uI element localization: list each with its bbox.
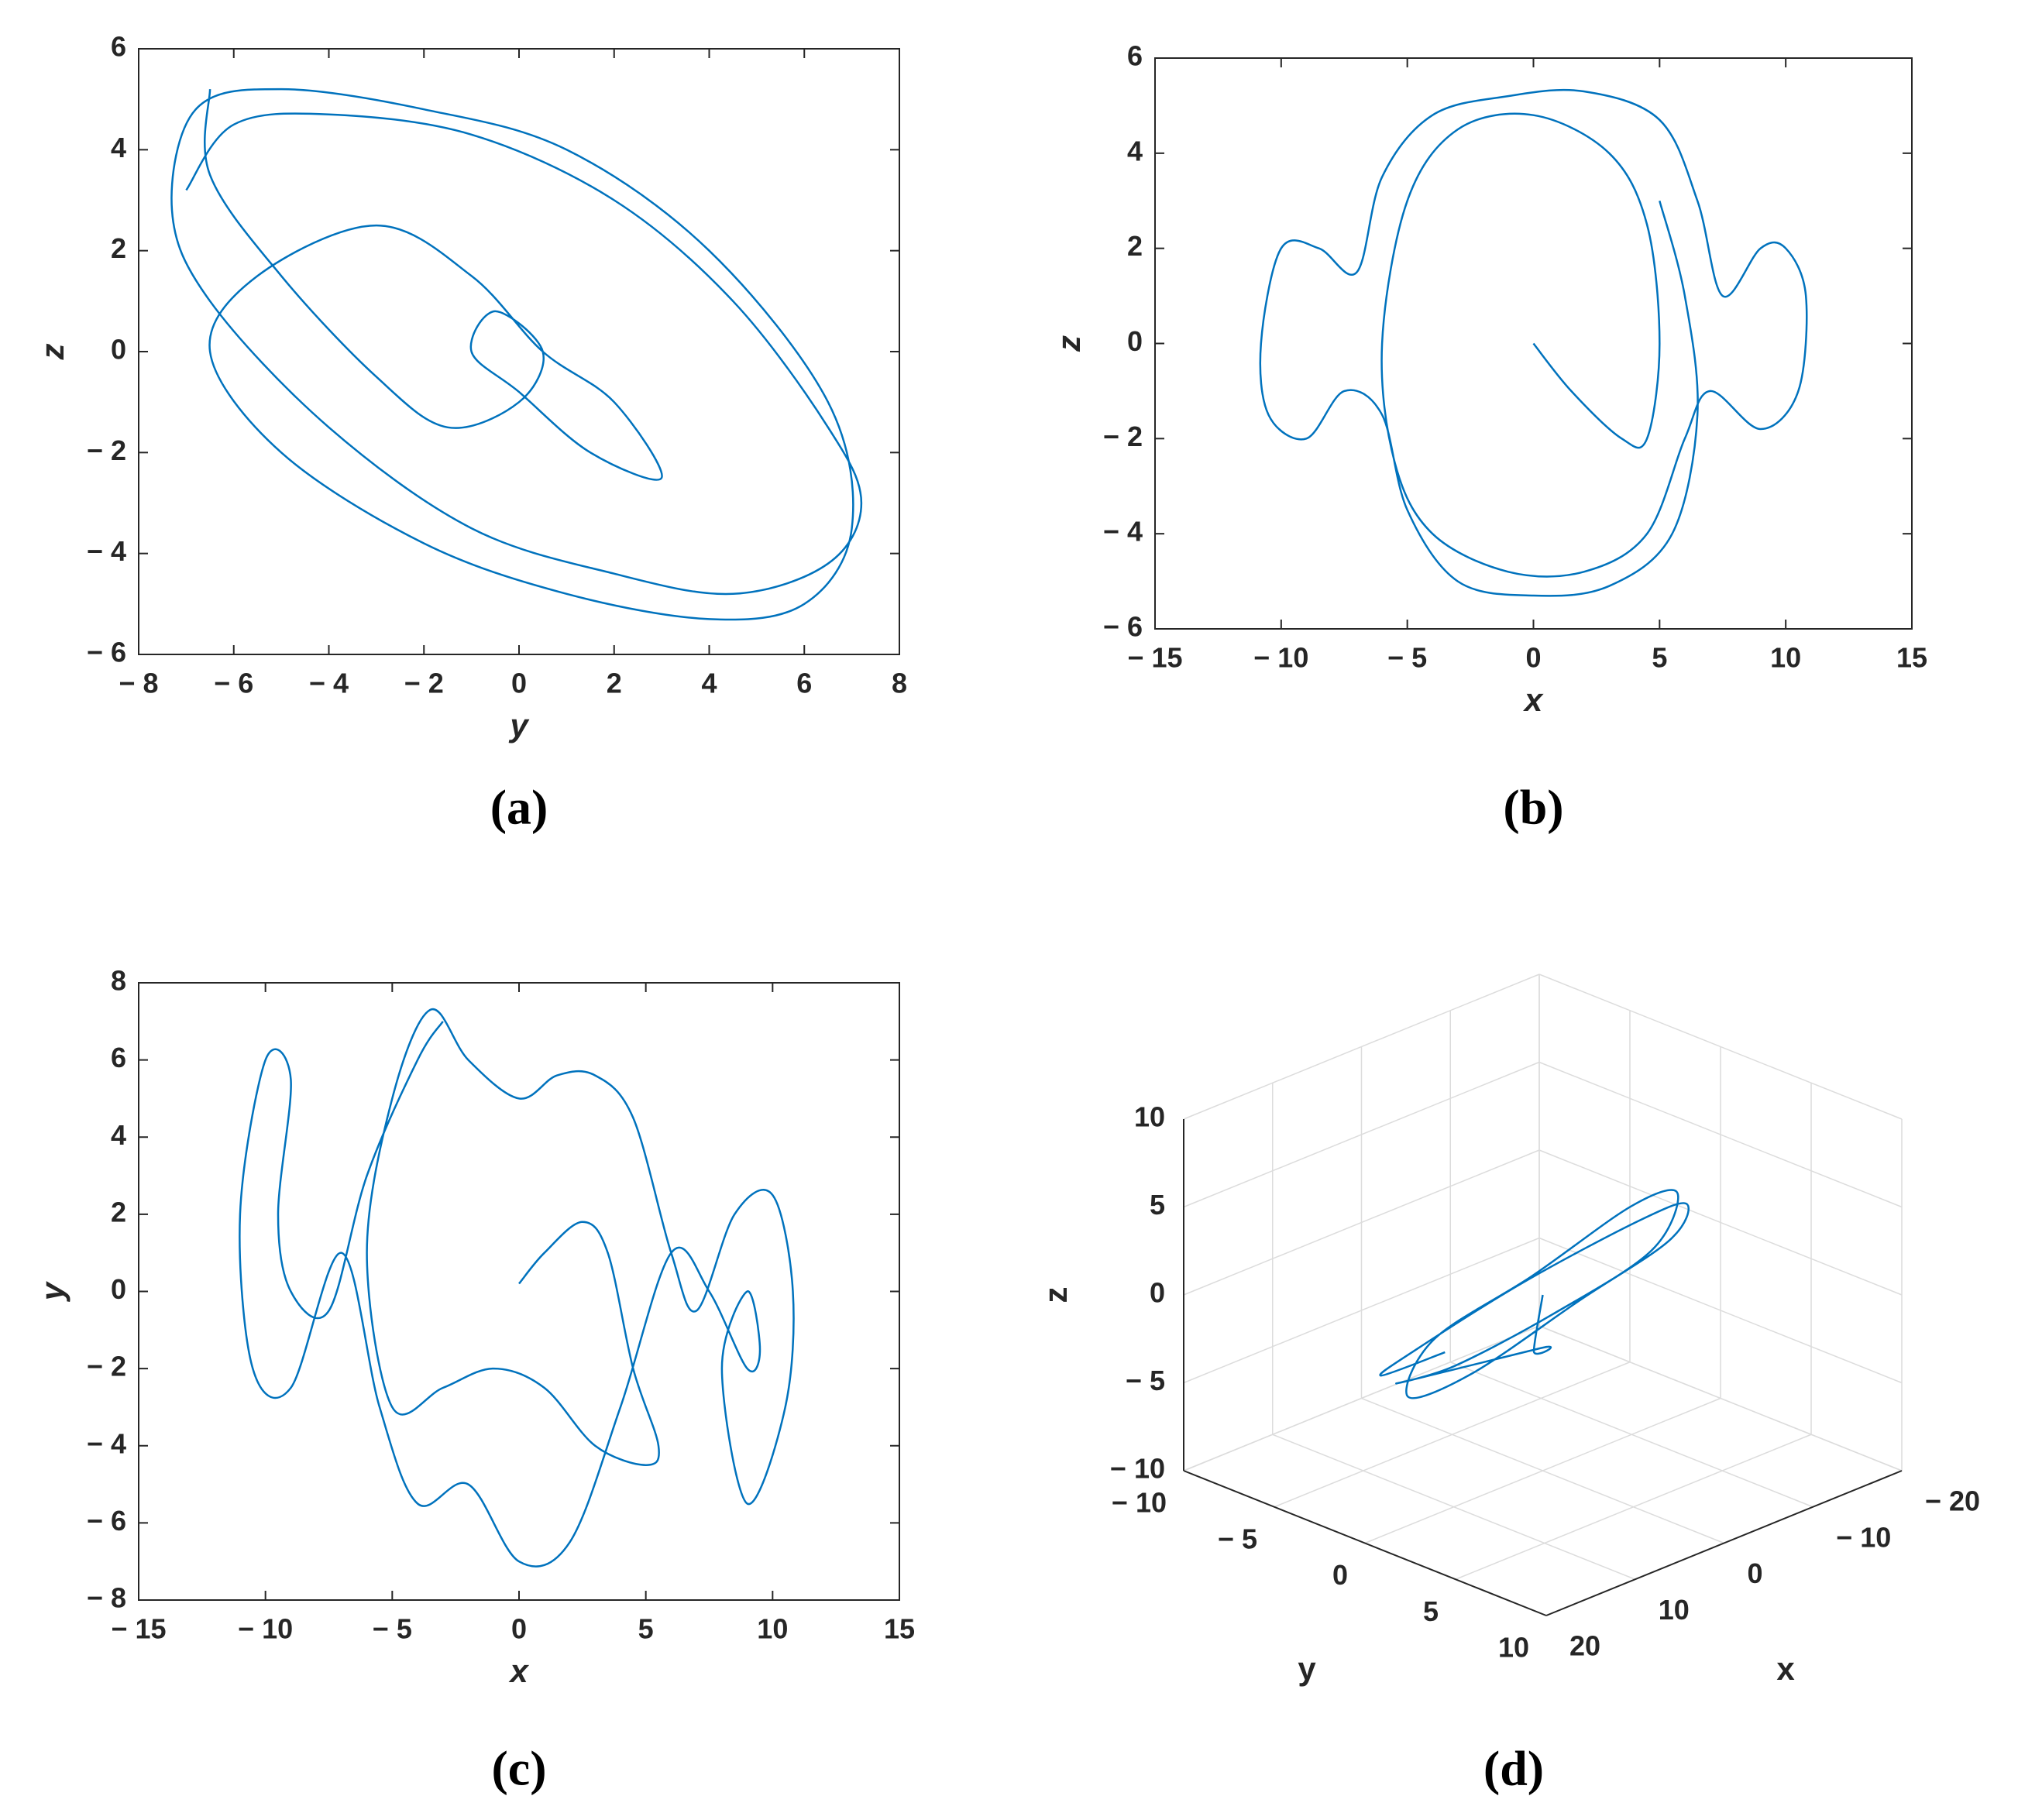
grid-line bbox=[1538, 1061, 1903, 1208]
x-tick-label: 6 bbox=[796, 668, 812, 699]
grid-line bbox=[1538, 974, 1903, 1120]
y-tick-label: − 6 bbox=[87, 1505, 126, 1537]
z-tick-label: 0 bbox=[1150, 1277, 1165, 1309]
trajectory bbox=[239, 1008, 795, 1568]
y-tick-label: 0 bbox=[1127, 325, 1143, 357]
x-tick-label: − 5 bbox=[1387, 642, 1427, 674]
y-tick-label: 6 bbox=[111, 1042, 126, 1073]
x-tick-label: 4 bbox=[701, 668, 717, 699]
x-tick-label: − 4 bbox=[309, 668, 349, 699]
y-tick-label: 6 bbox=[1127, 40, 1143, 72]
z-tick-label: − 10 bbox=[1110, 1453, 1165, 1485]
x-tick-label: − 15 bbox=[111, 1613, 166, 1645]
x-tick-label: − 10 bbox=[238, 1613, 293, 1645]
y-tick-label: 8 bbox=[111, 965, 126, 997]
grid-line bbox=[1364, 1397, 1721, 1544]
x-tick-label: − 8 bbox=[119, 668, 158, 699]
x-axis-label: x bbox=[508, 1653, 529, 1689]
x-tick-label: 10 bbox=[1770, 642, 1801, 674]
trajectory bbox=[1259, 88, 1808, 597]
caption: (a) bbox=[490, 780, 548, 835]
axis-line bbox=[1183, 1470, 1547, 1616]
y-axis-label: y bbox=[34, 1280, 70, 1302]
x-axis-label: x bbox=[1523, 682, 1544, 718]
y-axis-label: z bbox=[34, 344, 70, 361]
grid-line bbox=[1538, 1149, 1903, 1296]
y-tick-label: − 2 bbox=[87, 1351, 126, 1382]
x-tick-label: − 2 bbox=[404, 668, 444, 699]
caption: (c) bbox=[491, 1741, 546, 1796]
y-tick-label: 4 bbox=[1127, 135, 1143, 167]
y-tick-label: 0 bbox=[1332, 1559, 1348, 1591]
y-axis-label: z bbox=[1050, 335, 1087, 352]
caption: (b) bbox=[1503, 780, 1563, 835]
grid-line bbox=[1455, 1434, 1812, 1580]
y-tick-label: − 5 bbox=[1218, 1523, 1257, 1554]
x-tick-label: − 20 bbox=[1925, 1485, 1980, 1517]
grid-line bbox=[1274, 1362, 1631, 1508]
y-tick-label: 0 bbox=[111, 334, 126, 366]
x-tick-label: 5 bbox=[638, 1613, 654, 1645]
y-tick-label: 4 bbox=[111, 132, 126, 163]
grid-line bbox=[1183, 1237, 1540, 1384]
x-tick-label: − 6 bbox=[214, 668, 253, 699]
x-tick-label: 10 bbox=[1659, 1594, 1690, 1626]
trajectory bbox=[1379, 1189, 1690, 1399]
y-axis-label: y bbox=[1298, 1650, 1316, 1687]
y-tick-label: 4 bbox=[111, 1119, 126, 1151]
x-tick-label: 10 bbox=[757, 1613, 788, 1645]
y-tick-label: 5 bbox=[1423, 1595, 1439, 1627]
y-tick-label: − 4 bbox=[1103, 516, 1143, 548]
trajectory bbox=[170, 88, 863, 621]
x-tick-label: 15 bbox=[884, 1613, 915, 1645]
z-tick-label: − 5 bbox=[1126, 1365, 1165, 1396]
grid-line bbox=[1183, 1149, 1540, 1296]
x-tick-label: 15 bbox=[1896, 642, 1927, 674]
caption: (d) bbox=[1483, 1741, 1544, 1796]
x-axis-label: x bbox=[1776, 1650, 1795, 1687]
z-tick-label: 10 bbox=[1134, 1101, 1165, 1133]
x-axis-label: y bbox=[508, 707, 530, 743]
grid-line bbox=[1538, 1237, 1903, 1384]
x-tick-label: 0 bbox=[511, 1613, 527, 1645]
x-tick-label: − 5 bbox=[373, 1613, 412, 1645]
z-tick-label: 5 bbox=[1150, 1189, 1165, 1221]
x-tick-label: − 15 bbox=[1127, 642, 1182, 674]
y-tick-label: 10 bbox=[1498, 1632, 1529, 1664]
axis-line bbox=[1545, 1470, 1903, 1616]
y-tick-label: − 2 bbox=[1103, 421, 1143, 452]
y-tick-label: − 4 bbox=[87, 535, 126, 567]
y-tick-label: − 6 bbox=[87, 637, 126, 668]
x-tick-label: 5 bbox=[1652, 642, 1667, 674]
x-tick-label: 8 bbox=[892, 668, 907, 699]
axes-box bbox=[138, 982, 900, 1601]
z-axis-label: z bbox=[1037, 1287, 1074, 1303]
y-tick-label: − 10 bbox=[1112, 1487, 1167, 1519]
grid-line bbox=[1183, 1325, 1540, 1471]
y-tick-label: − 8 bbox=[87, 1582, 126, 1614]
y-tick-label: 0 bbox=[111, 1273, 126, 1305]
grid-line bbox=[1183, 1061, 1540, 1208]
x-tick-label: 20 bbox=[1569, 1630, 1600, 1662]
x-tick-label: − 10 bbox=[1253, 642, 1308, 674]
y-tick-label: 2 bbox=[1127, 230, 1143, 262]
x-tick-label: − 10 bbox=[1836, 1521, 1891, 1553]
grid-line bbox=[1538, 1325, 1903, 1471]
y-tick-label: 2 bbox=[111, 232, 126, 264]
y-tick-label: − 6 bbox=[1103, 611, 1143, 643]
y-tick-label: 2 bbox=[111, 1196, 126, 1228]
x-tick-label: 0 bbox=[1525, 642, 1541, 674]
x-tick-label: 2 bbox=[607, 668, 622, 699]
x-tick-label: 0 bbox=[1748, 1557, 1763, 1589]
y-tick-label: − 4 bbox=[87, 1427, 126, 1459]
x-tick-label: 0 bbox=[511, 668, 527, 699]
axes-box bbox=[138, 48, 900, 655]
grid-line bbox=[1183, 974, 1540, 1120]
y-tick-label: 6 bbox=[111, 31, 126, 63]
y-tick-label: − 2 bbox=[87, 434, 126, 466]
